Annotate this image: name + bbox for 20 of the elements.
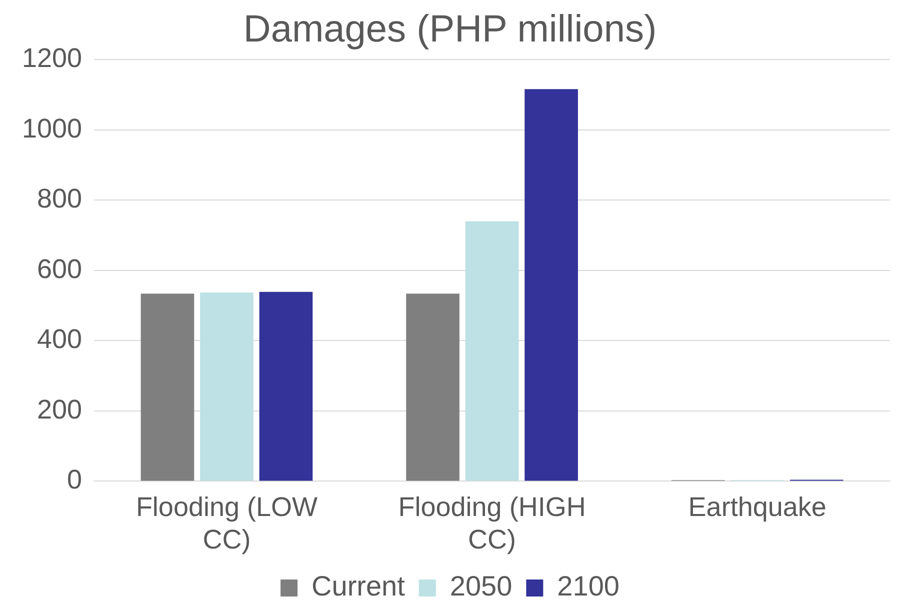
bar (524, 89, 578, 481)
y-tick-label: 400 (37, 324, 82, 354)
chart-title: Damages (PHP millions) (243, 8, 657, 50)
y-tick-label: 600 (37, 254, 82, 284)
y-tick-label: 800 (37, 184, 82, 214)
legend-label: 2100 (557, 570, 620, 602)
x-tick-label: Flooding (LOW CC) (136, 492, 318, 554)
bar (200, 292, 254, 481)
bar (406, 294, 460, 481)
y-tick-label: 0 (67, 464, 82, 495)
x-tick-label: Earthquake (688, 492, 826, 522)
bar (259, 292, 313, 481)
y-tick-label: 1200 (22, 43, 82, 74)
y-tick-label: 200 (37, 394, 82, 424)
bar (140, 294, 194, 481)
bar (465, 221, 519, 481)
x-tick-label: Flooding (HIGH CC) (398, 492, 586, 554)
legend-label: Current (312, 570, 406, 602)
legend-label: 2050 (450, 570, 512, 602)
y-tick-label: 1000 (22, 113, 82, 144)
